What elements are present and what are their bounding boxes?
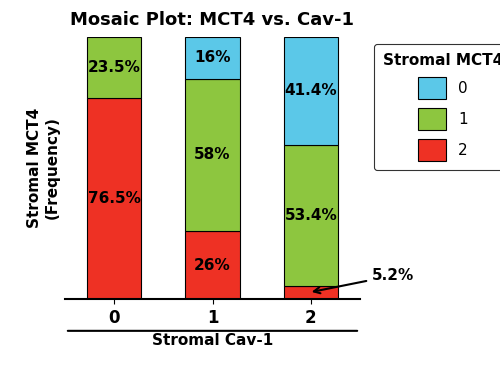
Bar xyxy=(186,231,240,299)
Text: 58%: 58% xyxy=(194,147,231,162)
Text: 16%: 16% xyxy=(194,50,231,65)
Title: Mosaic Plot: MCT4 vs. Cav-1: Mosaic Plot: MCT4 vs. Cav-1 xyxy=(70,11,354,30)
Text: 23.5%: 23.5% xyxy=(88,60,141,75)
Legend: 0, 1, 2: 0, 1, 2 xyxy=(374,44,500,170)
Text: 53.4%: 53.4% xyxy=(284,208,337,223)
Bar xyxy=(186,78,240,231)
Bar xyxy=(284,36,338,145)
Bar xyxy=(284,145,338,286)
Text: 76.5%: 76.5% xyxy=(88,191,141,206)
Text: 5.2%: 5.2% xyxy=(314,268,414,293)
Bar xyxy=(87,36,141,98)
Bar xyxy=(284,286,338,299)
Bar xyxy=(87,98,141,299)
Y-axis label: Stromal MCT4
(Frequency): Stromal MCT4 (Frequency) xyxy=(27,108,60,228)
Bar xyxy=(186,36,240,78)
Text: 26%: 26% xyxy=(194,258,231,273)
X-axis label: Stromal Cav-1: Stromal Cav-1 xyxy=(152,333,273,347)
Text: 41.4%: 41.4% xyxy=(284,83,337,99)
